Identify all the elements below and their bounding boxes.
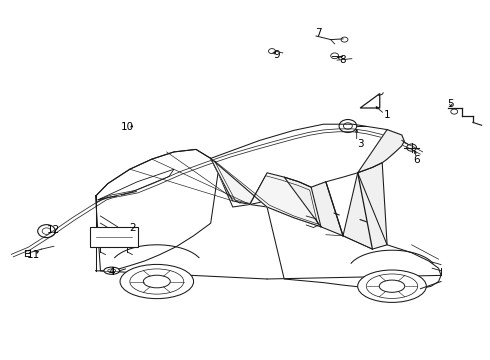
- Polygon shape: [96, 149, 267, 207]
- Polygon shape: [211, 158, 321, 227]
- Ellipse shape: [120, 264, 194, 299]
- Text: 9: 9: [273, 50, 280, 60]
- Polygon shape: [284, 177, 343, 236]
- Ellipse shape: [358, 270, 426, 302]
- Text: 4: 4: [108, 267, 115, 277]
- Text: 12: 12: [47, 225, 61, 235]
- Ellipse shape: [104, 267, 120, 274]
- Text: 3: 3: [357, 139, 364, 149]
- Text: 11: 11: [26, 250, 40, 260]
- Polygon shape: [96, 149, 218, 271]
- Polygon shape: [343, 163, 387, 249]
- Text: 8: 8: [340, 55, 346, 66]
- Polygon shape: [267, 207, 441, 290]
- Text: 10: 10: [121, 122, 134, 132]
- Text: 7: 7: [315, 28, 322, 38]
- Text: 5: 5: [447, 99, 454, 109]
- Polygon shape: [358, 130, 404, 173]
- FancyBboxPatch shape: [90, 227, 138, 247]
- Text: 1: 1: [384, 110, 391, 120]
- Text: 6: 6: [413, 155, 420, 165]
- Text: 2: 2: [129, 222, 136, 233]
